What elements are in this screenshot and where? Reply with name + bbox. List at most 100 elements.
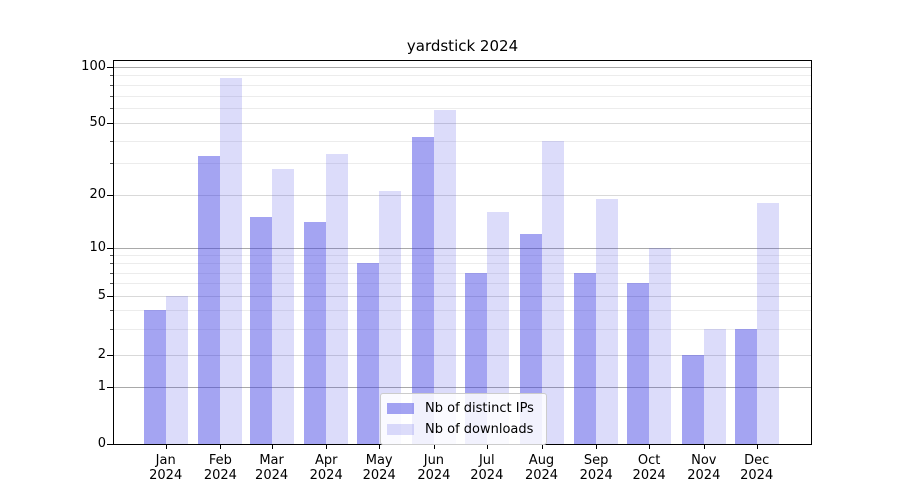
bar-nov-downloads bbox=[703, 328, 726, 444]
x-tick-label-jan: Jan 2024 bbox=[134, 453, 198, 483]
y-tick-label-20: 20 bbox=[89, 187, 106, 203]
gridline-100 bbox=[113, 66, 812, 68]
x-label-year: 2024 bbox=[203, 468, 237, 483]
bar-sep-downloads bbox=[596, 199, 619, 444]
y-minor-tick-70 bbox=[110, 95, 113, 97]
x-tick-label-jul: Jul 2024 bbox=[455, 453, 519, 483]
y-tick-label-10: 10 bbox=[89, 239, 106, 255]
bar-jun-distinct-ips bbox=[411, 137, 434, 444]
x-label-month: May bbox=[365, 453, 393, 468]
x-tick-oct bbox=[649, 445, 651, 449]
top-spine bbox=[113, 60, 812, 61]
x-label-month: Nov bbox=[691, 453, 717, 468]
x-label-month: Aug bbox=[528, 453, 555, 468]
gridline-10 bbox=[113, 247, 812, 249]
y-tick-5 bbox=[107, 296, 113, 297]
y-minor-tick-30 bbox=[110, 163, 113, 165]
y-minor-tick-4 bbox=[110, 310, 113, 312]
x-tick-aug bbox=[541, 445, 543, 449]
y-tick-20 bbox=[107, 195, 113, 197]
right-spine bbox=[811, 60, 813, 445]
legend-entry-distinct-ips: Nb of distinct IPs bbox=[387, 398, 540, 419]
legend-swatch-distinct-ips bbox=[387, 403, 414, 414]
y-tick-0 bbox=[107, 444, 113, 445]
x-tick-label-sep: Sep 2024 bbox=[564, 453, 628, 483]
bar-apr-downloads bbox=[326, 153, 349, 444]
gridline-minor-70 bbox=[113, 95, 812, 97]
x-tick-mar bbox=[271, 445, 273, 449]
x-tick-label-mar: Mar 2024 bbox=[240, 453, 304, 483]
gridline-20 bbox=[113, 195, 812, 197]
y-minor-tick-90 bbox=[110, 75, 113, 77]
y-tick-2 bbox=[107, 355, 113, 356]
x-tick-label-nov: Nov 2024 bbox=[672, 453, 736, 483]
x-tick-label-apr: Apr 2024 bbox=[294, 453, 358, 483]
x-tick-dec bbox=[756, 445, 758, 449]
x-label-month: Jul bbox=[478, 453, 495, 468]
y-tick-50 bbox=[107, 123, 113, 125]
gridline-50 bbox=[113, 123, 812, 125]
y-tick-10 bbox=[107, 247, 113, 249]
bar-jan-downloads bbox=[165, 296, 188, 444]
gridline-minor-40 bbox=[113, 140, 812, 142]
gridline-minor-9 bbox=[113, 255, 812, 256]
x-label-month: Jan bbox=[155, 453, 176, 468]
bar-may-downloads bbox=[379, 191, 402, 444]
bar-jul-downloads bbox=[486, 212, 509, 444]
x-label-year: 2024 bbox=[632, 468, 666, 483]
bar-sep-distinct-ips bbox=[574, 272, 597, 444]
y-tick-label-50: 50 bbox=[89, 115, 106, 131]
bar-jan-distinct-ips bbox=[143, 310, 166, 444]
x-label-month: Sep bbox=[583, 453, 609, 468]
bar-oct-distinct-ips bbox=[627, 283, 650, 444]
x-label-year: 2024 bbox=[524, 468, 559, 483]
gridline-minor-90 bbox=[113, 75, 812, 77]
x-tick-label-may: May 2024 bbox=[347, 453, 411, 483]
x-tick-nov bbox=[703, 445, 705, 449]
x-tick-may bbox=[379, 445, 381, 449]
y-tick-label-5: 5 bbox=[97, 288, 106, 303]
gridline-minor-7 bbox=[113, 272, 812, 274]
gridline-minor-6 bbox=[113, 283, 812, 285]
x-tick-label-dec: Dec 2024 bbox=[725, 453, 789, 483]
gridline-minor-8 bbox=[113, 263, 812, 265]
bar-nov-distinct-ips bbox=[681, 355, 704, 444]
x-label-year: 2024 bbox=[255, 468, 289, 483]
legend: Nb of distinct IPs Nb of downloads bbox=[380, 393, 547, 445]
y-tick-100 bbox=[107, 66, 113, 68]
legend-label-distinct-ips: Nb of distinct IPs bbox=[425, 401, 534, 416]
bar-feb-downloads bbox=[220, 78, 243, 444]
x-label-year: 2024 bbox=[687, 468, 721, 483]
bar-dec-downloads bbox=[756, 203, 779, 444]
x-tick-jul bbox=[486, 445, 488, 449]
bar-aug-downloads bbox=[541, 140, 564, 444]
y-minor-tick-8 bbox=[110, 263, 113, 265]
y-minor-tick-7 bbox=[110, 272, 113, 274]
x-label-year: 2024 bbox=[470, 468, 504, 483]
x-tick-label-aug: Aug 2024 bbox=[510, 453, 574, 483]
gridline-minor-30 bbox=[113, 163, 812, 165]
legend-label-downloads: Nb of downloads bbox=[425, 422, 534, 437]
x-label-month: Jun bbox=[423, 453, 445, 468]
x-tick-label-feb: Feb 2024 bbox=[188, 453, 252, 483]
bar-oct-downloads bbox=[649, 247, 672, 444]
x-label-year: 2024 bbox=[362, 468, 396, 483]
x-label-year: 2024 bbox=[417, 468, 451, 483]
y-minor-tick-6 bbox=[110, 283, 113, 285]
gridline-1 bbox=[113, 386, 812, 388]
y-minor-tick-3 bbox=[110, 328, 113, 330]
y-tick-1 bbox=[107, 386, 113, 388]
x-label-month: Feb bbox=[208, 453, 232, 468]
gridline-minor-80 bbox=[113, 84, 812, 86]
legend-swatch-downloads bbox=[387, 424, 414, 435]
y-minor-tick-60 bbox=[110, 108, 113, 110]
y-tick-label-2: 2 bbox=[97, 347, 106, 362]
x-tick-label-oct: Oct 2024 bbox=[617, 453, 681, 483]
x-label-year: 2024 bbox=[309, 468, 343, 483]
bar-may-distinct-ips bbox=[357, 263, 380, 444]
plot-area bbox=[113, 60, 812, 444]
gridline-2 bbox=[113, 355, 812, 356]
chart-title: yardstick 2024 bbox=[406, 37, 519, 55]
bar-mar-distinct-ips bbox=[249, 217, 272, 444]
